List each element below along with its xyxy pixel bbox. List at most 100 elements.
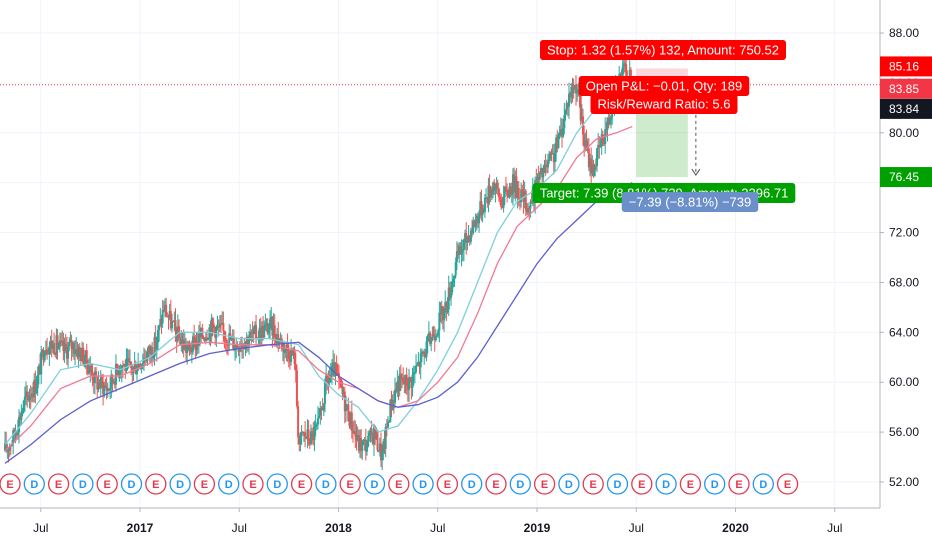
dividend-event[interactable] bbox=[752, 473, 774, 495]
candle-body bbox=[14, 433, 17, 436]
candle-body bbox=[145, 359, 148, 361]
candle-body bbox=[516, 188, 519, 198]
move-label[interactable]: −7.39 (−8.81%) −739 bbox=[621, 192, 759, 212]
dividend-event[interactable] bbox=[218, 473, 240, 495]
dividend-event[interactable] bbox=[606, 473, 629, 495]
earnings-letter: E bbox=[687, 479, 694, 491]
earnings-event[interactable] bbox=[290, 473, 313, 495]
candle-body bbox=[565, 102, 568, 110]
earnings-event[interactable] bbox=[679, 473, 702, 495]
candle-body bbox=[455, 251, 458, 263]
candle-body bbox=[397, 381, 400, 392]
candle-body bbox=[262, 325, 265, 338]
candle-body bbox=[332, 362, 335, 366]
candle-body bbox=[399, 373, 402, 379]
candle-body bbox=[441, 306, 444, 321]
dividend-event[interactable] bbox=[169, 473, 191, 495]
open-pnl-label[interactable]: Open P&L: −0.01, Qty: 189 bbox=[578, 76, 750, 96]
candle-body bbox=[78, 347, 81, 352]
candle-body bbox=[506, 189, 509, 196]
candle-body bbox=[271, 316, 274, 336]
candle-body bbox=[142, 357, 145, 364]
dividend-event[interactable] bbox=[655, 473, 677, 495]
earnings-event[interactable] bbox=[485, 473, 507, 495]
candle-body bbox=[524, 191, 527, 211]
candle-body bbox=[587, 148, 590, 168]
candle-body bbox=[245, 336, 248, 343]
dividend-event[interactable] bbox=[461, 473, 483, 495]
candle-body bbox=[127, 358, 130, 363]
candle-body bbox=[211, 318, 214, 326]
candle-body bbox=[27, 395, 30, 400]
candle-body bbox=[29, 396, 32, 398]
candle-body bbox=[342, 391, 345, 395]
dividend-event[interactable] bbox=[23, 473, 45, 495]
candle-body bbox=[556, 137, 559, 148]
candle-body bbox=[189, 346, 192, 353]
risk-reward-label[interactable]: Risk/Reward Ratio: 5.6 bbox=[590, 94, 738, 114]
candle-body bbox=[305, 436, 308, 439]
candle-body bbox=[64, 343, 67, 349]
dividend-event[interactable] bbox=[704, 473, 726, 495]
candle-body bbox=[53, 343, 56, 355]
candle-body bbox=[353, 431, 356, 434]
risk-reward-label-bg bbox=[590, 94, 738, 114]
dividend-event[interactable] bbox=[72, 473, 94, 495]
earnings-event[interactable] bbox=[339, 473, 361, 495]
earnings-event[interactable] bbox=[145, 473, 167, 495]
dividend-event[interactable] bbox=[315, 473, 337, 495]
earnings-event[interactable] bbox=[47, 473, 70, 495]
candle-body bbox=[503, 187, 506, 198]
dividend-event[interactable] bbox=[266, 473, 288, 495]
candle-body bbox=[493, 182, 496, 191]
candle-body bbox=[83, 360, 86, 364]
earnings-event[interactable] bbox=[193, 473, 216, 495]
long-short-position[interactable]: Stop: 1.32 (1.57%) 132, Amount: 750.52 Op… bbox=[532, 40, 796, 212]
candle-body bbox=[502, 197, 505, 208]
candle-body bbox=[599, 146, 602, 148]
candle-body bbox=[440, 306, 443, 315]
candle-body bbox=[514, 176, 517, 193]
dividend-event[interactable] bbox=[412, 473, 434, 495]
candle-body bbox=[436, 335, 439, 337]
stop-label[interactable]: Stop: 1.32 (1.57%) 132, Amount: 750.52 bbox=[540, 40, 786, 60]
candle-body bbox=[141, 363, 144, 365]
earnings-event[interactable] bbox=[388, 473, 410, 495]
candle-body bbox=[244, 342, 247, 350]
earnings-event[interactable] bbox=[242, 473, 264, 495]
candle-body bbox=[375, 430, 378, 440]
candle-body bbox=[450, 292, 453, 298]
earnings-event[interactable] bbox=[776, 473, 799, 495]
candle-body bbox=[21, 410, 24, 415]
move-arrow-head bbox=[691, 168, 701, 176]
candle-body bbox=[468, 235, 471, 242]
price-tag-label: 83.84 bbox=[889, 102, 919, 116]
earnings-event[interactable] bbox=[728, 473, 750, 495]
candle-body bbox=[420, 351, 423, 354]
stop-label-bg bbox=[540, 40, 786, 60]
candle-body bbox=[520, 189, 523, 203]
dividend-event[interactable] bbox=[509, 473, 531, 495]
dividend-event[interactable] bbox=[363, 473, 386, 495]
earnings-event[interactable] bbox=[631, 473, 653, 495]
earnings-event[interactable] bbox=[582, 473, 604, 495]
candle-body bbox=[8, 445, 11, 451]
candle-body bbox=[230, 337, 233, 340]
candle-body bbox=[167, 316, 170, 318]
candle-body bbox=[48, 346, 51, 355]
candle-body bbox=[427, 332, 430, 336]
candle-body bbox=[71, 342, 74, 350]
earnings-event[interactable] bbox=[436, 473, 459, 495]
candle-body bbox=[478, 214, 481, 224]
earnings-event[interactable] bbox=[0, 473, 21, 495]
time-axis[interactable]: Jul 2017 Jul 2018 Jul 2019 Jul 2020 Jul bbox=[0, 507, 880, 550]
earnings-event[interactable] bbox=[96, 473, 118, 495]
dividend-event[interactable] bbox=[558, 473, 580, 495]
dividend-event[interactable] bbox=[120, 473, 143, 495]
candle-body bbox=[415, 365, 418, 373]
price-axis[interactable]: 88.0084.0080.0076.0072.0068.0064.0060.00… bbox=[879, 0, 932, 550]
candle-body bbox=[510, 193, 513, 195]
earnings-event[interactable] bbox=[533, 473, 556, 495]
